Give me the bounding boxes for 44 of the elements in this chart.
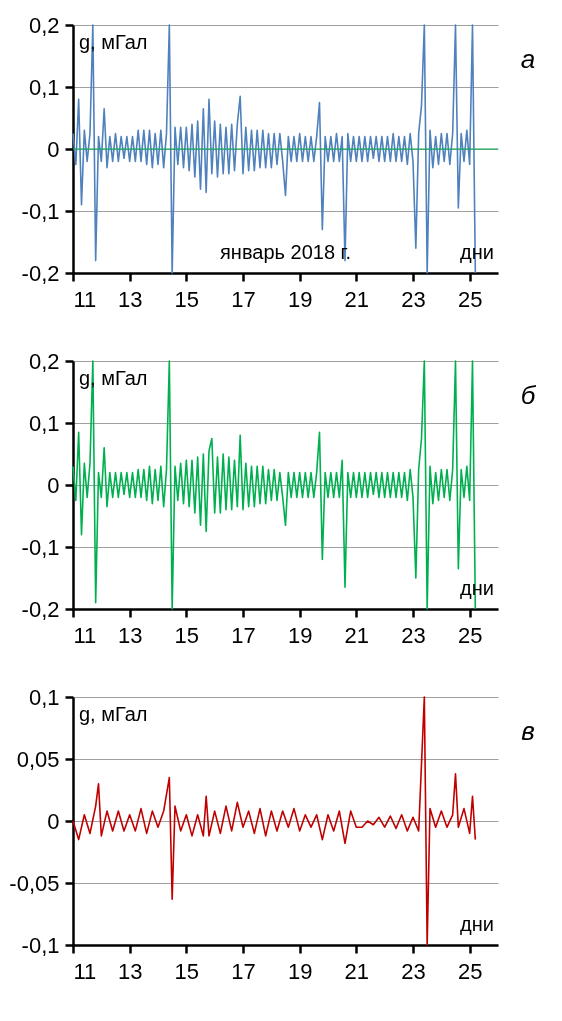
y-tick-label: 0,1	[28, 410, 60, 436]
x-tick-label: 25	[457, 286, 483, 312]
y-tick-label: -0,1	[21, 198, 60, 224]
x-tick-label: 13	[117, 958, 143, 984]
y-tick-label: 0,1	[28, 684, 60, 710]
y-tick-label: -0,2	[21, 260, 60, 286]
x-tick-label: 19	[287, 958, 313, 984]
x-tick-label: 17	[231, 622, 256, 648]
y-tick-label: 0,2	[28, 348, 60, 374]
x-tick-label: 25	[457, 622, 483, 648]
x-axis-title: дни	[460, 913, 494, 935]
y-tick-label: 0,05	[16, 746, 60, 772]
y-tick-label: -0,2	[21, 596, 60, 622]
y-tick-label: -0,05	[9, 870, 60, 896]
text: б	[520, 380, 537, 410]
x-tick-label: 21	[344, 286, 370, 312]
text: в	[521, 716, 535, 746]
x-tick-label: 11	[73, 958, 97, 984]
x-tick-label: 23	[401, 622, 426, 648]
y-tick-label: 0	[47, 136, 60, 162]
x-tick-label: 17	[231, 958, 256, 984]
y-tick-label: -0,1	[21, 534, 60, 560]
y-tick-label: 0,1	[28, 74, 60, 100]
y-axis-title: g, мГал	[79, 703, 148, 725]
y-tick-label: -0,1	[21, 932, 60, 958]
text: а	[520, 44, 536, 74]
x-tick-label: 11	[73, 622, 97, 648]
y-tick-label: 0	[47, 472, 60, 498]
x-tick-label: 17	[231, 286, 256, 312]
x-tick-label: 25	[457, 958, 483, 984]
x-tick-label: 15	[174, 622, 200, 648]
y-tick-label: 0	[47, 808, 60, 834]
y-tick-label: 0,2	[28, 12, 60, 38]
x-tick-label: 11	[73, 286, 97, 312]
x-tick-label: 19	[287, 286, 313, 312]
x-tick-label: 23	[401, 286, 426, 312]
x-tick-label: 23	[401, 958, 426, 984]
x-tick-label: 13	[117, 286, 143, 312]
x-tick-label: 15	[174, 286, 200, 312]
x-tick-label: 21	[344, 958, 370, 984]
x-tick-label: 21	[344, 622, 370, 648]
x-tick-label: 19	[287, 622, 313, 648]
x-tick-label: 15	[174, 958, 200, 984]
x-tick-label: 13	[117, 622, 143, 648]
